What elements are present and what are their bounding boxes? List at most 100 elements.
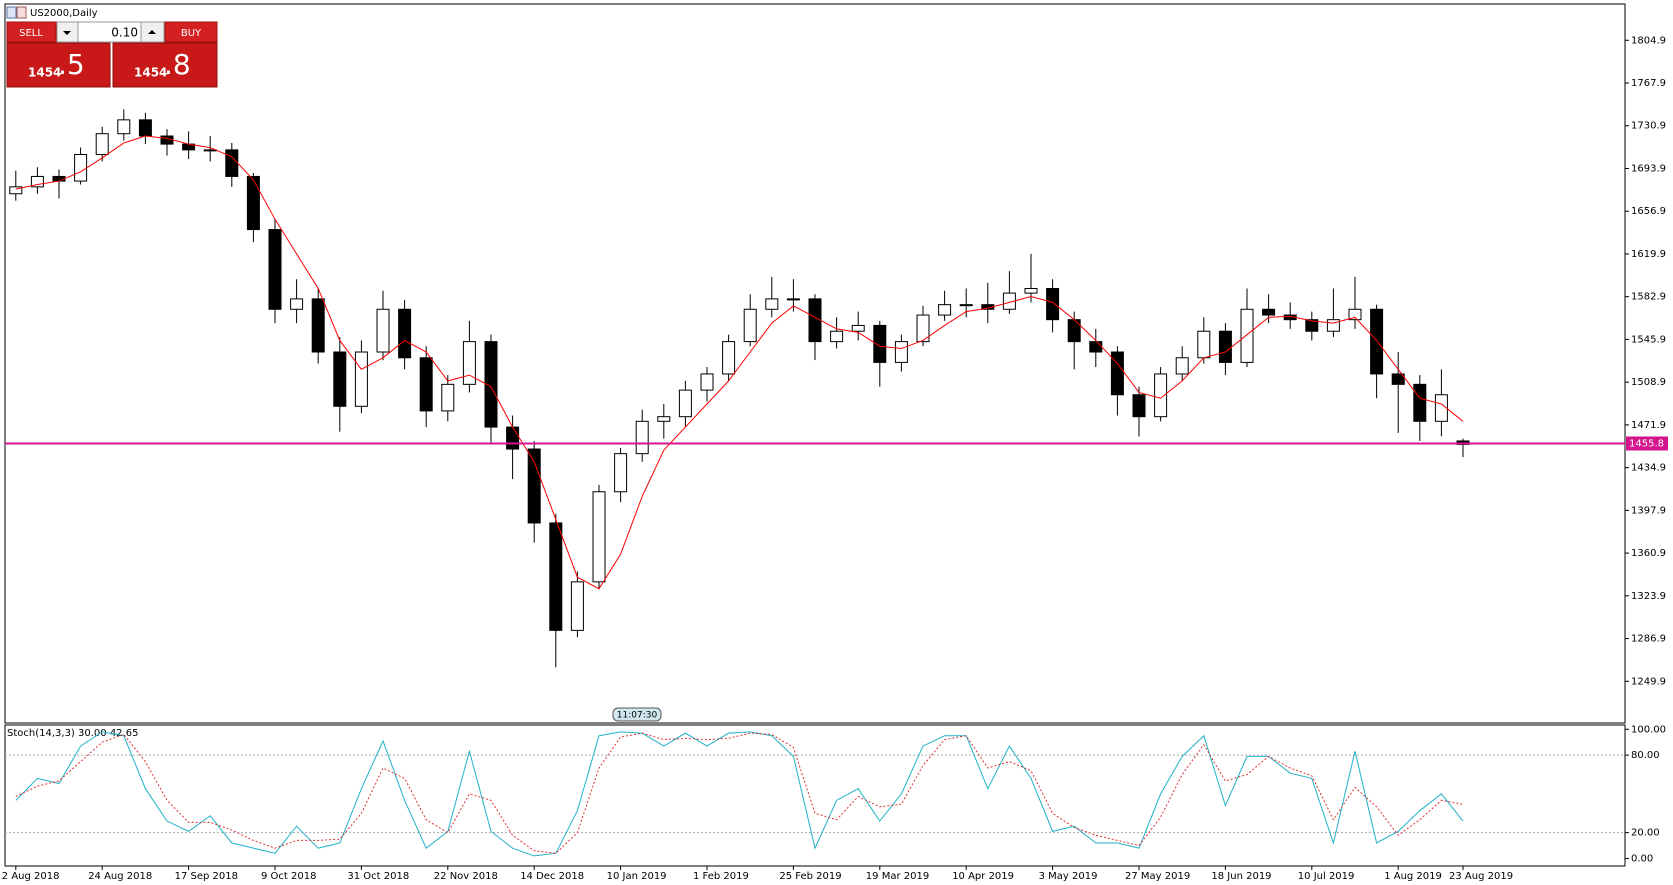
sell-button[interactable] — [6, 21, 57, 43]
y-tick-label: 0.00 — [1631, 854, 1653, 865]
candle-body — [203, 149, 217, 152]
buy-button[interactable] — [164, 21, 218, 43]
candle-body — [1110, 351, 1124, 396]
stoch-pane — [4, 724, 1626, 867]
candle-body — [1240, 308, 1254, 363]
buy-label: BUY — [181, 28, 202, 39]
candle-body — [1218, 330, 1232, 363]
candle-body — [376, 308, 390, 353]
candle-body — [1391, 373, 1405, 385]
candle-body — [1197, 330, 1211, 359]
y-tick-label: 1804.9 — [1631, 35, 1666, 46]
price-tag-label: 1455.8 — [1629, 438, 1664, 449]
candle-body — [30, 175, 44, 188]
y-tick-label: 1582.9 — [1631, 292, 1666, 303]
candle-body — [657, 416, 671, 422]
x-tick-label: 24 Aug 2018 — [88, 871, 152, 882]
y-tick-label: 1471.9 — [1631, 420, 1666, 431]
candle-body — [1046, 287, 1060, 321]
candle-body — [1434, 394, 1448, 422]
x-tick-label: 1 Feb 2019 — [693, 871, 749, 882]
candle-body — [484, 341, 498, 428]
x-tick-label: 2 Aug 2018 — [2, 871, 60, 882]
y-tick-label: 20.00 — [1631, 828, 1660, 839]
candle-body — [246, 175, 260, 231]
x-tick-label: 27 May 2019 — [1125, 871, 1190, 882]
candle-body — [225, 149, 239, 177]
candle-body — [1305, 319, 1319, 332]
y-tick-label: 80.00 — [1631, 750, 1660, 761]
candle-body — [678, 389, 692, 418]
x-tick-label: 1 Aug 2019 — [1384, 871, 1442, 882]
x-tick-label: 14 Dec 2018 — [520, 871, 584, 882]
candle-body — [938, 304, 952, 316]
y-tick-label: 1767.9 — [1631, 78, 1666, 89]
icon[interactable] — [6, 6, 17, 19]
candle-body — [570, 581, 584, 631]
icon[interactable] — [16, 6, 27, 19]
y-tick-label: 1730.9 — [1631, 121, 1666, 132]
moving-average — [15, 135, 1464, 590]
candle-body — [722, 341, 736, 375]
candle-body — [894, 341, 908, 363]
candle-body — [549, 522, 563, 631]
candle-body — [1326, 319, 1340, 332]
candle-body — [354, 351, 368, 407]
candle-body — [160, 135, 174, 145]
volume-value: 0.10 — [111, 26, 138, 40]
candle-body — [333, 351, 347, 407]
y-tick-label: 1619.9 — [1631, 249, 1666, 260]
chart-title: US2000,Daily — [30, 8, 98, 19]
y-tick-label: 1397.9 — [1631, 505, 1666, 516]
timer-box — [612, 707, 662, 722]
candle-body — [873, 324, 887, 363]
ask-big: 1454 — [134, 66, 167, 80]
x-tick-label: 10 Jul 2019 — [1298, 871, 1355, 882]
x-tick-label: 23 Aug 2019 — [1449, 871, 1513, 882]
x-tick-label: 10 Jan 2019 — [607, 871, 667, 882]
candle-body — [743, 308, 757, 343]
y-tick-label: 1434.9 — [1631, 463, 1666, 474]
stoch-line — [15, 731, 1464, 857]
y-tick-label: 100.00 — [1631, 724, 1666, 735]
bid-small: .5 — [58, 48, 85, 81]
candle-body — [765, 298, 779, 310]
candle-body — [830, 330, 844, 343]
candle-body — [1175, 357, 1189, 375]
trade-panel: SELL 0.10 BUY 1454 .5 1454 .8 — [6, 21, 218, 88]
x-tick-label: 31 Oct 2018 — [347, 871, 409, 882]
candle-body — [1132, 394, 1146, 418]
arrow-up — [148, 30, 156, 34]
bid-box[interactable] — [6, 42, 111, 88]
candle-body — [635, 420, 649, 455]
candle-body — [419, 357, 433, 412]
stoch-line — [15, 732, 1464, 854]
candle-body — [117, 119, 131, 135]
ask-box[interactable] — [112, 42, 218, 88]
arrow-down — [63, 31, 71, 35]
candle-body — [138, 119, 152, 137]
bid-big: 1454 — [28, 66, 61, 80]
candle-body — [1089, 341, 1103, 353]
price-tag — [1626, 436, 1668, 451]
candle-body — [441, 383, 455, 412]
candle-body — [95, 133, 109, 155]
ask-small: .8 — [164, 48, 191, 81]
x-tick-label: 22 Nov 2018 — [434, 871, 498, 882]
candle-body — [851, 324, 865, 332]
candle-body — [916, 314, 930, 343]
x-tick-label: 19 Mar 2019 — [866, 871, 929, 882]
y-tick-label: 1360.9 — [1631, 548, 1666, 559]
candle-body — [959, 304, 973, 307]
y-tick-label: 1508.9 — [1631, 377, 1666, 388]
x-tick-label: 9 Oct 2018 — [261, 871, 316, 882]
main-pane — [4, 3, 1626, 724]
candle-body — [398, 308, 412, 359]
x-tick-label: 3 May 2019 — [1039, 871, 1098, 882]
candle-body — [786, 298, 800, 301]
candle-body — [290, 298, 304, 310]
candle-body — [311, 298, 325, 353]
x-tick-label: 25 Feb 2019 — [779, 871, 841, 882]
candle-body — [700, 373, 714, 391]
